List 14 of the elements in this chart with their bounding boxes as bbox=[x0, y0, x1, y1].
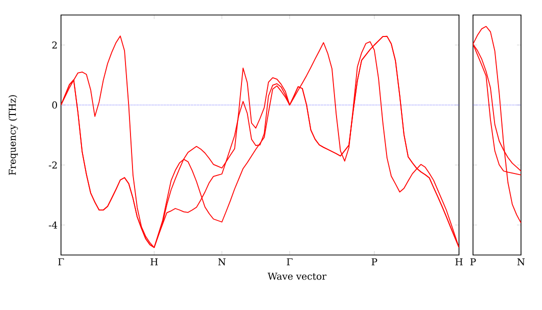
x-tick-label: N bbox=[517, 258, 525, 266]
x-tick-label: Γ bbox=[58, 258, 64, 266]
x-tick-label: Γ bbox=[286, 258, 293, 266]
x-tick-label: N bbox=[218, 258, 226, 266]
y-tick-label: -2 bbox=[48, 161, 57, 169]
x-axis-title: Wave vector bbox=[268, 272, 326, 280]
x-tick-label: P bbox=[470, 258, 476, 266]
x-tick-label: P bbox=[372, 258, 378, 266]
y-tick-label: 2 bbox=[52, 41, 57, 49]
y-tick-label: 0 bbox=[52, 101, 58, 109]
x-tick-label: H bbox=[455, 258, 463, 266]
y-tick-label: -4 bbox=[48, 221, 58, 229]
x-tick-label: H bbox=[150, 258, 158, 266]
y-axis-title: Frequency (THz) bbox=[8, 95, 18, 176]
